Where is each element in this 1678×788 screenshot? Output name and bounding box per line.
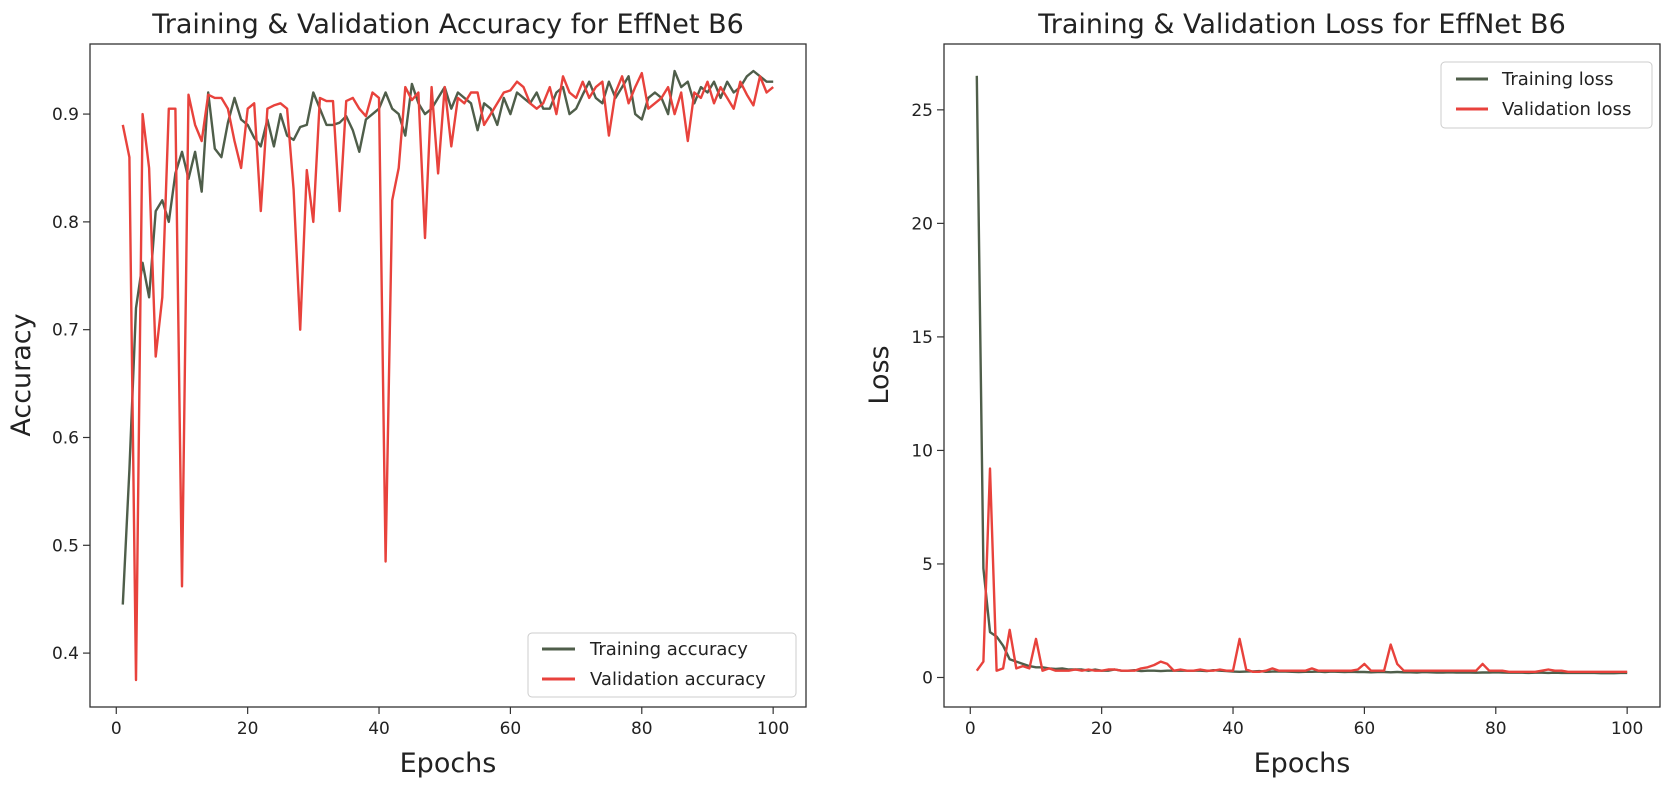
loss-y-tick-label: 0: [922, 668, 933, 688]
accuracy-x-tick-label: 20: [237, 719, 259, 739]
loss-x-tick-label: 60: [1354, 719, 1376, 739]
loss-series-validation-line: [975, 467, 1628, 673]
accuracy-y-tick-label: 0.9: [52, 105, 79, 125]
loss-y-tick-label: 25: [911, 101, 933, 121]
loss-x-tick-label: 100: [1611, 719, 1643, 739]
loss-y-tick-label: 5: [922, 555, 933, 575]
loss-x-tick-label: 80: [1485, 719, 1507, 739]
loss-plot-frame: [943, 43, 1661, 708]
legend-label-training-loss: Training loss: [1501, 69, 1614, 90]
accuracy-x-tick-label: 60: [500, 719, 522, 739]
accuracy-chart: Training & Validation Accuracy for EffNe…: [6, 9, 807, 779]
loss-series-training-line: [975, 75, 1628, 675]
accuracy-series-training-line: [121, 69, 774, 605]
accuracy-y-tick-label: 0.4: [52, 644, 79, 664]
accuracy-y-tick-label: 0.6: [52, 428, 79, 448]
loss-y-axis-label: Loss: [864, 345, 895, 404]
legend-label-validation-accuracy: Validation accuracy: [590, 669, 766, 690]
accuracy-x-tick-label: 100: [757, 719, 789, 739]
accuracy-y-tick-label: 0.7: [52, 321, 79, 341]
accuracy-plot-frame: [89, 43, 807, 708]
accuracy-x-tick-label: 40: [368, 719, 390, 739]
accuracy-x-axis-label: Epochs: [400, 748, 497, 779]
loss-chart: Training & Validation Loss for EffNet B6…: [864, 9, 1661, 779]
accuracy-y-axis-label: Accuracy: [6, 313, 37, 436]
loss-y-tick-label: 15: [911, 328, 933, 348]
accuracy-legend-box: [527, 632, 797, 698]
loss-chart-title: Training & Validation Loss for EffNet B6: [1037, 9, 1566, 40]
accuracy-y-tick-label: 0.5: [52, 536, 79, 556]
accuracy-y-tick-label: 0.8: [52, 213, 79, 233]
loss-x-tick-label: 20: [1091, 719, 1113, 739]
accuracy-x-tick-label: 80: [631, 719, 653, 739]
accuracy-x-tick-label: 0: [111, 719, 122, 739]
accuracy-chart-title: Training & Validation Accuracy for EffNe…: [151, 9, 744, 40]
loss-x-tick-label: 40: [1222, 719, 1244, 739]
accuracy-series-validation-line: [121, 71, 774, 682]
loss-y-tick-label: 10: [911, 441, 933, 461]
loss-y-tick-label: 20: [911, 214, 933, 234]
loss-x-tick-label: 0: [965, 719, 976, 739]
loss-x-axis-label: Epochs: [1254, 748, 1351, 779]
loss-legend-box: [1440, 61, 1653, 129]
accuracy-legend: Training accuracy Validation accuracy: [527, 632, 797, 698]
loss-legend: Training loss Validation loss: [1440, 61, 1653, 129]
legend-label-training-accuracy: Training accuracy: [589, 639, 748, 660]
legend-label-validation-loss: Validation loss: [1502, 99, 1631, 120]
